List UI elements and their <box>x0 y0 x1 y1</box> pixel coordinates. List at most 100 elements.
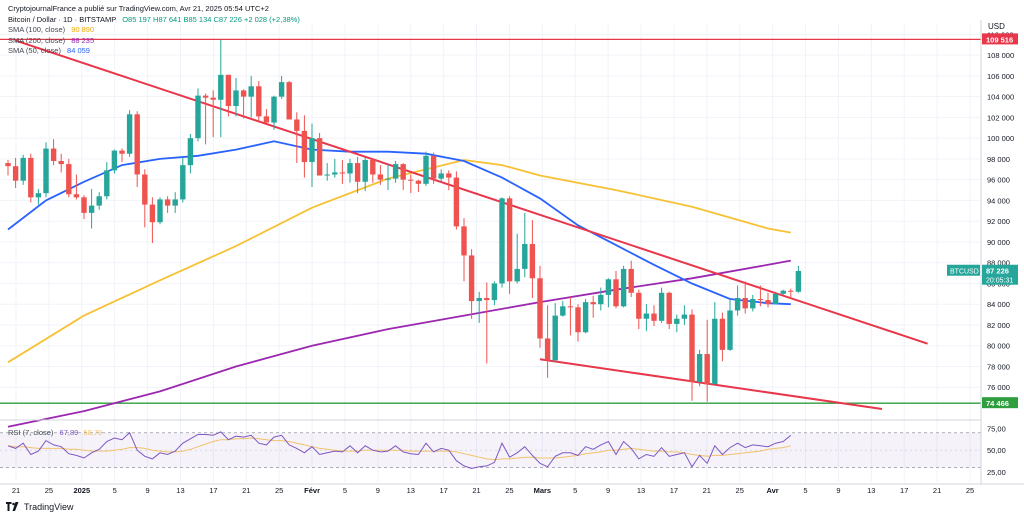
candle-body[interactable] <box>400 164 406 180</box>
candle-body[interactable] <box>81 197 87 213</box>
candle-body[interactable] <box>704 354 710 385</box>
candle-body[interactable] <box>408 179 414 181</box>
candle-body[interactable] <box>689 314 695 383</box>
candle-body[interactable] <box>742 297 748 309</box>
candle-body[interactable] <box>788 290 794 292</box>
candle-body[interactable] <box>354 163 361 182</box>
sma100-legend[interactable]: SMA (100, close) 90 890 <box>8 25 300 36</box>
candle-body[interactable] <box>218 74 224 100</box>
candle-body[interactable] <box>180 165 186 200</box>
candle-body[interactable] <box>552 315 558 361</box>
candle-body[interactable] <box>104 170 110 197</box>
candle-body[interactable] <box>696 354 703 383</box>
candle-body[interactable] <box>772 293 779 305</box>
candle-body[interactable] <box>233 90 239 106</box>
candle-body[interactable] <box>309 138 315 163</box>
candle-body[interactable] <box>544 338 551 361</box>
candle-body[interactable] <box>491 283 498 301</box>
candle-body[interactable] <box>96 196 102 206</box>
candle-body[interactable] <box>712 318 718 385</box>
candle-body[interactable] <box>780 290 786 294</box>
candle-body[interactable] <box>111 150 118 171</box>
candle-body[interactable] <box>582 302 589 333</box>
candle-body[interactable] <box>385 178 391 180</box>
candle-body[interactable] <box>332 172 338 175</box>
candle-body[interactable] <box>263 116 270 123</box>
candle-body[interactable] <box>484 297 490 301</box>
candle-body[interactable] <box>476 297 482 302</box>
candle-body[interactable] <box>636 292 642 319</box>
candles[interactable] <box>5 39 802 402</box>
candle-body[interactable] <box>499 198 505 284</box>
candle-body[interactable] <box>164 199 171 206</box>
candle-body[interactable] <box>195 95 201 139</box>
candle-body[interactable] <box>5 163 11 167</box>
candle-body[interactable] <box>58 160 64 165</box>
candle-body[interactable] <box>719 318 726 350</box>
candle-body[interactable] <box>598 294 604 305</box>
candle-body[interactable] <box>347 163 353 174</box>
candle-body[interactable] <box>157 199 163 223</box>
candle-body[interactable] <box>529 244 536 279</box>
candle-body[interactable] <box>362 159 368 182</box>
candle-body[interactable] <box>453 177 460 227</box>
candle-body[interactable] <box>514 268 520 282</box>
candle-body[interactable] <box>643 313 650 319</box>
sma200-legend[interactable]: SMA (200, close) 88 235 <box>8 36 300 47</box>
candle-body[interactable] <box>681 314 688 319</box>
candle-body[interactable] <box>316 138 323 176</box>
candle-body[interactable] <box>392 164 399 179</box>
candle-body[interactable] <box>575 307 581 333</box>
candle-body[interactable] <box>142 174 148 205</box>
candle-body[interactable] <box>666 292 672 324</box>
tradingview-footer[interactable]: TradingView <box>6 502 74 512</box>
candle-body[interactable] <box>88 205 95 213</box>
candle-body[interactable] <box>727 310 733 350</box>
candle-body[interactable] <box>613 279 619 307</box>
candle-body[interactable] <box>172 199 178 206</box>
candle-body[interactable] <box>795 271 802 292</box>
candle-body[interactable] <box>560 306 566 316</box>
candle-body[interactable] <box>415 180 422 184</box>
candle-body[interactable] <box>126 114 133 154</box>
candle-body[interactable] <box>134 114 140 175</box>
candle-body[interactable] <box>423 155 429 184</box>
candle-body[interactable] <box>43 148 49 194</box>
candle-body[interactable] <box>446 173 452 178</box>
candle-body[interactable] <box>537 278 543 339</box>
candle-body[interactable] <box>734 297 741 311</box>
candle-body[interactable] <box>202 95 209 98</box>
candle-body[interactable] <box>20 157 26 181</box>
candle-body[interactable] <box>271 96 277 123</box>
candle-body[interactable] <box>187 138 194 166</box>
candle-body[interactable] <box>339 172 346 174</box>
candle-body[interactable] <box>301 130 308 163</box>
candle-body[interactable] <box>605 279 612 295</box>
candle-body[interactable] <box>256 86 262 117</box>
candle-body[interactable] <box>225 74 232 106</box>
candle-body[interactable] <box>658 292 665 321</box>
candle-body[interactable] <box>248 86 254 97</box>
candle-body[interactable] <box>757 299 764 301</box>
candle-body[interactable] <box>294 119 300 131</box>
candle-body[interactable] <box>119 150 125 154</box>
candle-body[interactable] <box>12 166 19 181</box>
candle-body[interactable] <box>590 302 596 305</box>
candle-body[interactable] <box>438 173 444 179</box>
candle-body[interactable] <box>370 159 376 175</box>
rsi-legend[interactable]: RSI (7, close) 67,89 58,79 <box>8 428 102 437</box>
candle-body[interactable] <box>324 174 330 176</box>
candle-body[interactable] <box>430 155 437 179</box>
sma50-legend[interactable]: SMA (50, close) 84 059 <box>8 46 300 57</box>
candle-body[interactable] <box>620 268 627 307</box>
candle-body[interactable] <box>210 97 216 100</box>
candle-body[interactable] <box>73 194 80 198</box>
candle-body[interactable] <box>651 313 657 321</box>
candle-body[interactable] <box>278 82 285 97</box>
candle-body[interactable] <box>506 198 513 282</box>
candle-body[interactable] <box>522 244 528 269</box>
candle-body[interactable] <box>750 299 756 309</box>
candle-body[interactable] <box>765 300 771 305</box>
candle-body[interactable] <box>567 306 574 308</box>
